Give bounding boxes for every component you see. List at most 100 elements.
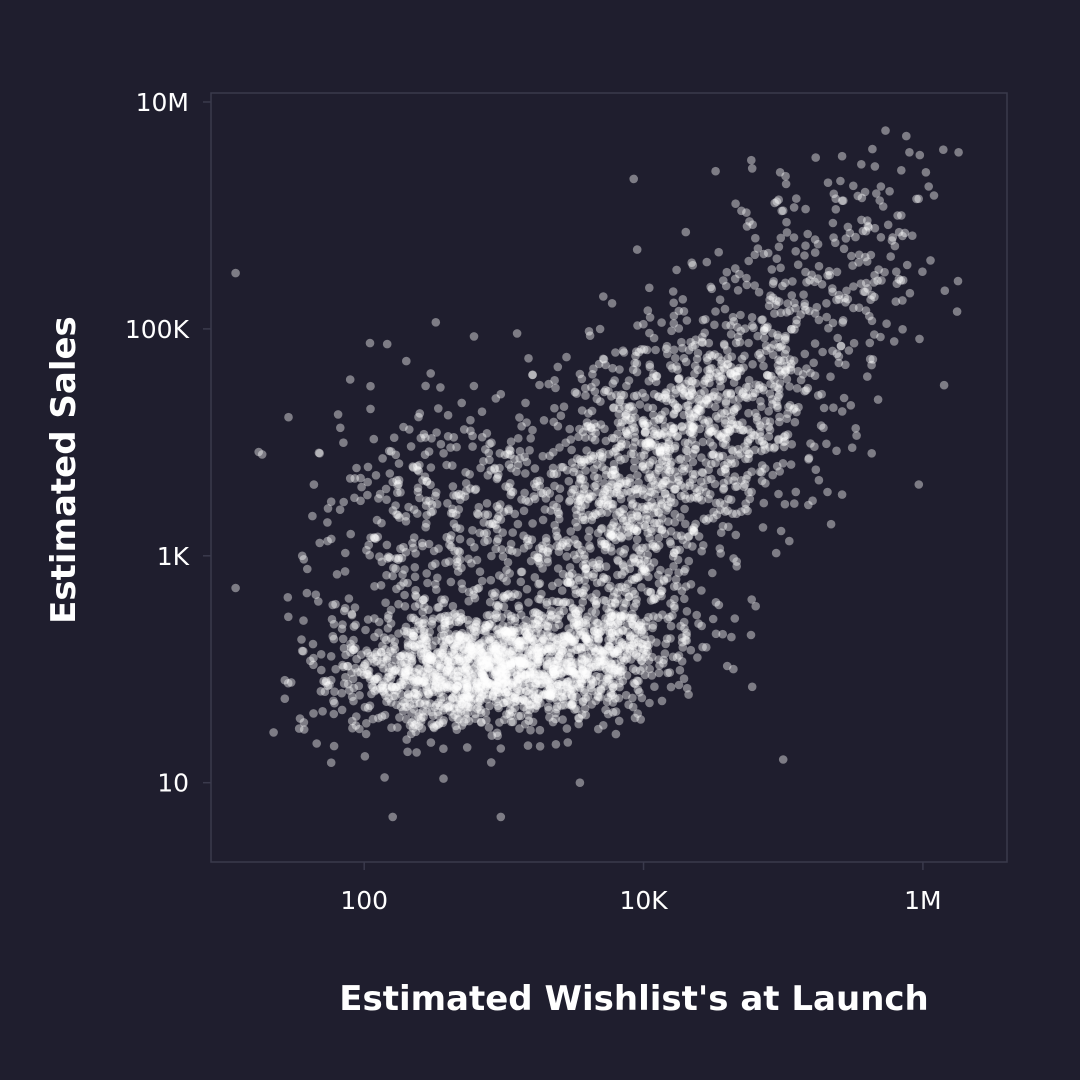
data-point: [581, 583, 590, 592]
data-point: [642, 649, 651, 659]
data-point: [583, 660, 593, 669]
data-point: [457, 398, 467, 408]
data-point: [783, 299, 792, 308]
data-point: [645, 442, 654, 452]
data-point: [647, 524, 656, 533]
data-point: [637, 583, 646, 592]
data-point: [597, 523, 607, 533]
data-point: [726, 390, 736, 399]
data-point: [636, 639, 646, 648]
data-point: [506, 661, 516, 670]
data-point: [574, 614, 583, 623]
data-point: [326, 652, 336, 661]
data-point: [863, 221, 873, 231]
data-point: [839, 196, 848, 205]
data-point: [627, 513, 637, 523]
data-point: [774, 343, 783, 352]
data-point: [375, 489, 385, 499]
data-point: [661, 393, 671, 403]
data-point: [392, 510, 401, 519]
data-point: [646, 481, 656, 491]
data-point: [764, 422, 774, 432]
data-point: [494, 504, 504, 514]
data-point: [635, 546, 644, 555]
data-point: [534, 594, 543, 604]
data-point: [581, 570, 590, 579]
data-point: [578, 561, 588, 570]
data-point: [760, 333, 769, 343]
data-point: [554, 679, 563, 689]
data-point: [482, 656, 492, 665]
data-point: [515, 656, 524, 665]
data-point: [623, 627, 632, 637]
data-point: [465, 692, 474, 702]
data-point: [798, 370, 808, 379]
data-point: [573, 670, 583, 680]
data-point: [643, 587, 652, 596]
data-point: [611, 620, 620, 629]
data-point: [586, 451, 596, 460]
data-point: [570, 668, 580, 678]
data-point: [588, 370, 597, 379]
data-point: [786, 365, 796, 375]
data-point: [711, 629, 721, 639]
data-point: [632, 526, 642, 536]
data-point: [499, 642, 508, 652]
data-point: [488, 622, 497, 631]
data-point: [609, 403, 618, 413]
data-point: [381, 598, 390, 607]
data-point: [431, 700, 441, 710]
data-point: [420, 699, 429, 709]
data-point: [530, 692, 540, 702]
data-point: [535, 579, 545, 588]
data-point: [506, 699, 515, 709]
data-point: [415, 460, 424, 470]
data-point: [618, 664, 628, 674]
data-point: [772, 296, 781, 305]
data-point: [499, 626, 509, 635]
data-point: [309, 480, 319, 489]
data-point: [617, 582, 626, 592]
data-point: [644, 640, 654, 650]
data-point: [783, 430, 793, 439]
data-point: [723, 424, 733, 434]
data-point: [668, 611, 677, 620]
data-point: [718, 451, 728, 461]
data-point: [591, 480, 601, 490]
data-point: [596, 655, 605, 664]
data-point: [521, 659, 530, 669]
data-point: [663, 668, 672, 678]
data-point: [690, 408, 700, 418]
data-point: [658, 482, 667, 492]
data-point: [544, 705, 553, 715]
data-point: [722, 428, 731, 437]
data-point: [542, 663, 552, 672]
data-point: [501, 647, 511, 657]
data-point: [611, 729, 621, 739]
data-point: [678, 535, 688, 545]
data-point: [581, 634, 590, 644]
data-point: [554, 509, 564, 519]
data-point: [594, 692, 603, 702]
data-point: [571, 589, 581, 599]
data-point: [691, 409, 701, 419]
data-point: [595, 506, 604, 516]
data-point: [564, 571, 574, 580]
data-point: [426, 480, 435, 490]
data-point: [615, 636, 624, 646]
data-point: [491, 641, 501, 651]
data-point: [666, 493, 676, 502]
data-point: [485, 620, 494, 629]
data-point: [494, 661, 504, 670]
data-point: [616, 616, 626, 626]
data-point: [302, 588, 312, 598]
data-point: [319, 676, 328, 686]
data-point: [645, 563, 655, 572]
data-point: [590, 630, 600, 639]
data-point: [762, 323, 771, 333]
data-point: [552, 640, 561, 649]
data-point: [559, 631, 569, 640]
data-point: [654, 507, 663, 517]
data-point: [889, 337, 899, 346]
data-point: [452, 681, 462, 691]
